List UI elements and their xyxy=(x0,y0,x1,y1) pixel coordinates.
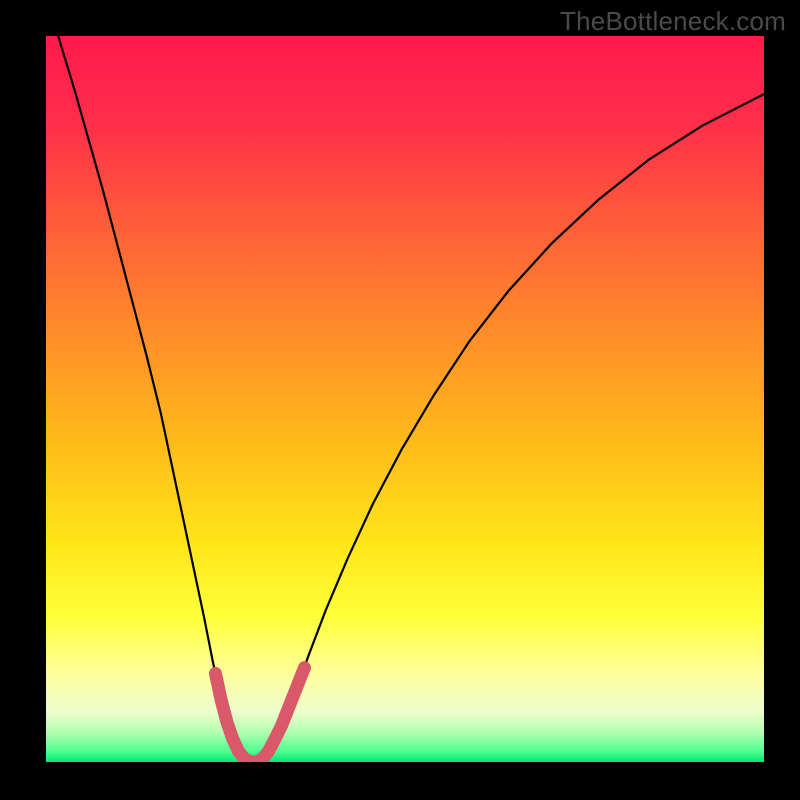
chart-container xyxy=(0,0,800,800)
chart-svg xyxy=(0,0,800,800)
gradient-background xyxy=(46,36,764,762)
watermark-text: TheBottleneck.com xyxy=(560,6,786,37)
